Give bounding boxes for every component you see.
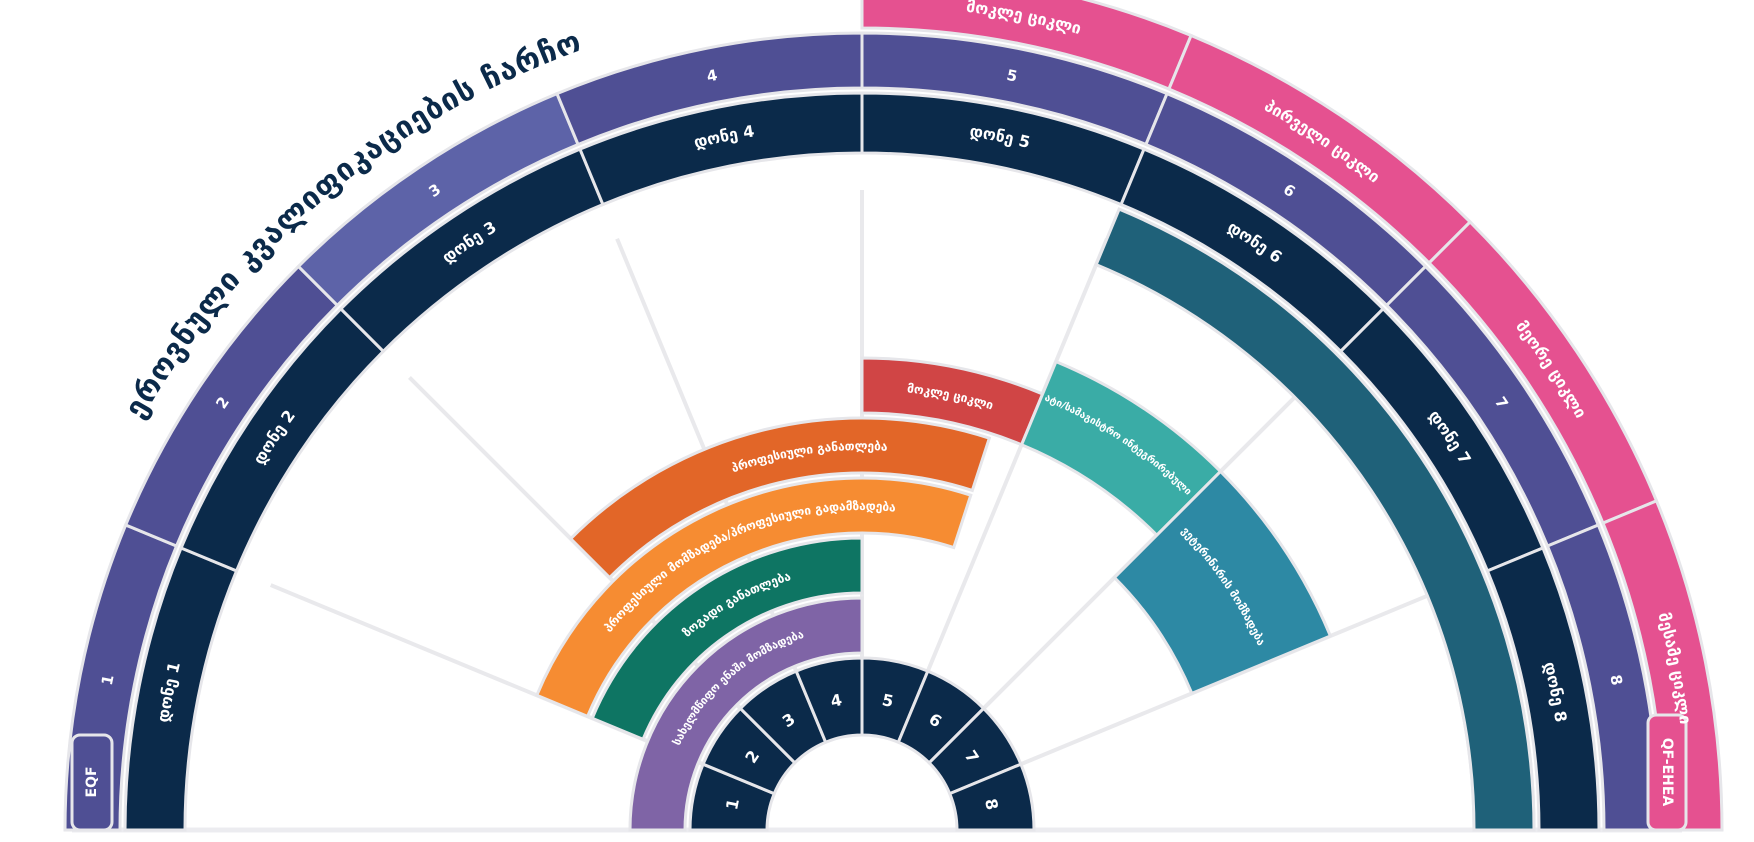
eqf-tab [70,733,114,832]
inner-level-label: 5 [880,690,895,711]
inner-level-label: 4 [829,690,844,711]
band-vet-training [1112,469,1333,696]
inner-level-label: 8 [981,797,1002,812]
guide-line [896,237,1109,743]
education-bands [534,207,1536,832]
band-higher-education-outer [1094,207,1536,832]
level-rings [63,0,1724,832]
framework-tabs: EQF QF-EHEA [70,713,1688,832]
eqf-level-label-8: 8 [1607,673,1627,687]
eqf-level-segment [1545,523,1661,832]
qf-ehea-tab-label: QF-EHEA [1659,738,1675,807]
eqf-level-label-1: 1 [97,673,117,687]
band-language-prep [628,596,864,832]
eqf-level-label-5: 5 [1005,65,1019,85]
inner-level-segment [947,762,1036,832]
national-level-segment [1485,546,1601,832]
eqf-tab-label: EQF [84,766,100,797]
inner-level-label: 1 [722,797,743,812]
qf-ehea-tab [1646,713,1688,832]
eqf-level-label-4: 4 [705,65,719,85]
band-higher-education-label: უმაღლესი განათლება [1277,454,1360,565]
band-vocational-training [534,476,973,719]
band-general-education [590,536,864,742]
band-vocational-education [568,416,992,580]
